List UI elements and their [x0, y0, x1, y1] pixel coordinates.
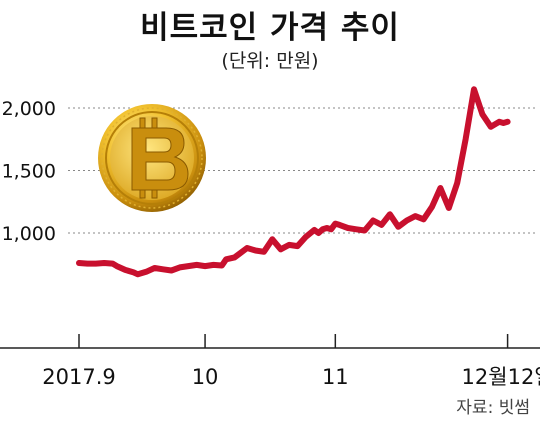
chart-title: 비트코인 가격 추이 [140, 10, 400, 46]
y-tick-label: 1,000 [2, 223, 56, 245]
price-series-line [76, 86, 511, 278]
y-tick-label: 2,000 [2, 98, 56, 120]
x-tick-label: 11 [322, 365, 349, 389]
x-tick-label: 2017.9 [42, 365, 115, 389]
x-tick-label: 12월12일 [462, 365, 540, 389]
chart-unit-subtitle: (단위: 만원) [221, 50, 319, 72]
source-note: 자료: 빗썸 [456, 398, 530, 418]
bitcoin-coin-icon [98, 104, 206, 212]
y-tick-label: 1,500 [2, 161, 56, 183]
x-tick-label: 10 [192, 365, 219, 389]
